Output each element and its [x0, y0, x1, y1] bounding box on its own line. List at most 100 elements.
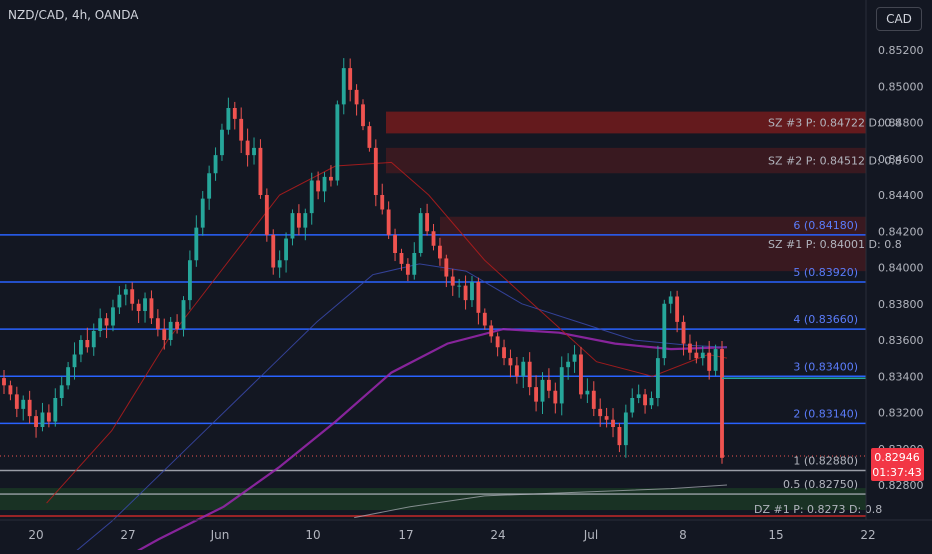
candle-body: [232, 108, 237, 119]
candle-body: [579, 354, 583, 395]
y-tick-label: 0.84400: [878, 189, 924, 202]
level-label: 2 (0.83140): [793, 407, 858, 420]
candle-body: [123, 289, 128, 295]
candle-body: [40, 412, 45, 427]
candle-body: [476, 282, 481, 313]
candle-body: [329, 176, 333, 181]
x-tick-label: 22: [860, 528, 875, 542]
candle-body: [21, 399, 26, 409]
x-tick-label: 8: [679, 528, 687, 542]
candle-body: [585, 390, 590, 395]
last-price-badge: [871, 448, 924, 481]
currency-button[interactable]: CAD: [876, 7, 922, 31]
candle-body: [386, 209, 391, 235]
candle-body: [623, 412, 628, 446]
candle-body: [136, 303, 141, 311]
x-tick-label: 17: [398, 528, 413, 542]
candle-body: [226, 108, 231, 130]
candle-body: [630, 398, 635, 413]
candle-body: [431, 231, 436, 246]
candle-body: [489, 325, 494, 337]
candle-body: [85, 340, 90, 348]
candle-body: [2, 378, 6, 386]
candle-body: [482, 312, 487, 326]
level-label: 6 (0.84180): [793, 219, 858, 232]
candle-body: [296, 213, 301, 228]
moving-average-line: [129, 327, 728, 554]
candle-body: [425, 213, 430, 232]
candle-body: [213, 155, 218, 174]
candle-body: [72, 354, 77, 368]
candle-body: [194, 227, 199, 261]
candle-body: [111, 307, 115, 326]
candle-body: [470, 282, 474, 301]
candle-body: [220, 129, 224, 156]
candle-body: [162, 329, 167, 340]
candle-body: [258, 147, 263, 195]
candle-body: [143, 298, 147, 311]
candle-body: [572, 354, 577, 362]
candle-body: [636, 394, 641, 398]
candle-body: [239, 118, 244, 141]
candle-body: [559, 367, 564, 404]
candle-body: [46, 412, 51, 422]
candle-body: [457, 285, 462, 287]
candle-body: [200, 198, 205, 228]
y-tick-label: 0.84800: [878, 117, 924, 130]
supply-zone-1: [386, 111, 866, 134]
candle-body: [527, 361, 532, 388]
candle-body: [271, 234, 276, 268]
candle-body: [412, 253, 417, 275]
candle-body: [662, 303, 667, 359]
candle-body: [444, 258, 449, 277]
candle-body: [546, 379, 551, 391]
candle-body: [694, 352, 699, 359]
candle-body: [688, 343, 692, 353]
candle-body: [149, 298, 154, 319]
candle-body: [316, 180, 321, 192]
x-tick-label: 27: [120, 528, 135, 542]
level-label: 3 (0.83400): [793, 360, 858, 373]
candle-body: [713, 349, 718, 371]
candle-body: [720, 349, 724, 458]
chart-title: NZD/CAD, 4h, OANDA: [8, 8, 139, 22]
candle-body: [367, 126, 372, 148]
candle-body: [438, 245, 442, 259]
candle-body: [168, 321, 173, 340]
candle-body: [34, 416, 38, 427]
level-label: 4 (0.83660): [793, 313, 858, 326]
level-label: 5 (0.83920): [793, 266, 858, 279]
y-tick-label: 0.85200: [878, 44, 924, 57]
candle-body: [617, 427, 622, 446]
candle-body: [604, 416, 609, 420]
candle-body: [303, 213, 308, 228]
supply-zone-label: SZ #3 P: 0.84722 D: 0.8: [768, 117, 902, 130]
x-tick-label: 10: [305, 528, 320, 542]
candle-body: [309, 180, 314, 214]
candle-body: [598, 408, 603, 417]
candle-body: [117, 294, 122, 308]
candle-body: [277, 260, 282, 268]
level-label: 1 (0.82880): [793, 455, 858, 468]
y-tick-label: 0.83600: [878, 334, 924, 347]
candle-body: [700, 352, 705, 359]
candle-body: [187, 260, 192, 301]
candle-body: [514, 365, 519, 377]
candle-body: [540, 379, 545, 402]
candle-body: [373, 147, 378, 195]
candle-body: [361, 104, 365, 127]
candle-body: [66, 367, 71, 386]
candle-body: [91, 330, 96, 348]
candle-body: [675, 296, 680, 322]
candle-body: [521, 361, 526, 377]
candle-body: [450, 276, 455, 286]
candle-body: [534, 387, 539, 402]
candle-body: [181, 300, 186, 330]
candle-body: [380, 195, 385, 210]
candle-body: [245, 140, 250, 156]
candle-body: [155, 318, 160, 330]
candle-body: [284, 238, 288, 261]
x-tick-label: 20: [28, 528, 43, 542]
